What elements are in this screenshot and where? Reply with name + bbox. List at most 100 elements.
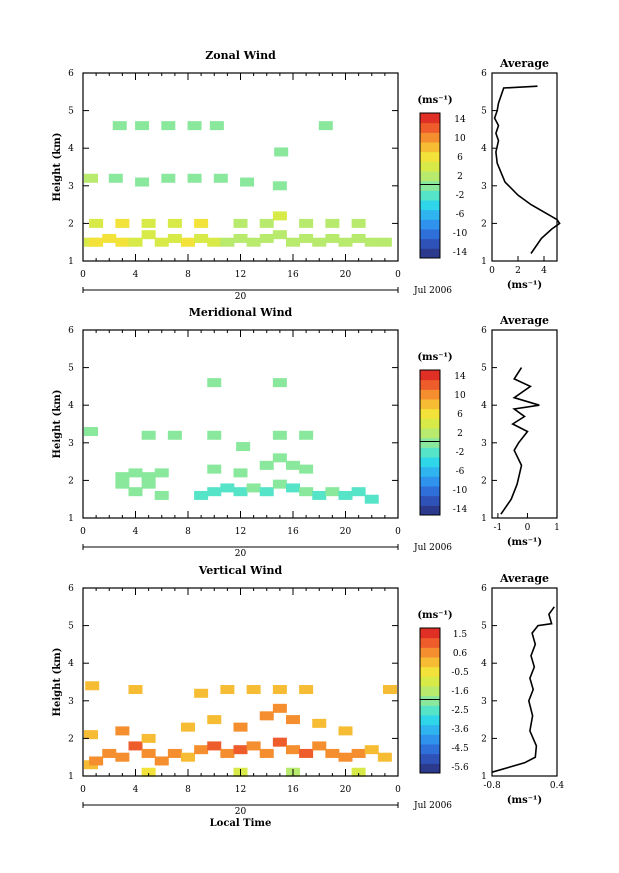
heatmap-cell	[194, 233, 209, 243]
y-tick-label: 5	[68, 107, 74, 117]
heatmap-cell	[259, 487, 274, 497]
colorbar-segment	[420, 161, 440, 172]
colorbar-tick-label: -2	[456, 191, 465, 201]
heatmap-cell	[312, 718, 327, 728]
colorbar-tick-label: 10	[454, 391, 466, 401]
heatmap-cell	[141, 767, 156, 777]
colorbar-tick-label: -6	[456, 467, 465, 477]
colorbar-tick-label: -10	[453, 229, 468, 239]
colorbar-segment	[420, 505, 440, 516]
heatmap-cell	[141, 230, 156, 240]
heatmap-cell	[364, 237, 379, 247]
profile-y-tick-label: 3	[481, 182, 487, 192]
y-tick-label: 3	[68, 697, 74, 707]
colorbar-tick-label: 14	[454, 115, 466, 125]
heatmap-cell	[325, 233, 340, 243]
colorbar-tick-label: -14	[453, 505, 468, 515]
heatmap-cell	[167, 430, 182, 440]
heatmap-cell	[286, 460, 300, 470]
heatmap-cell	[209, 121, 224, 131]
colorbar-segment	[420, 695, 440, 706]
month-label: Jul 2006	[413, 286, 452, 296]
colorbar-segment	[420, 666, 440, 677]
heatmap-cell	[312, 490, 327, 500]
heatmap-cell	[207, 237, 222, 247]
heatmap-cell	[351, 748, 366, 758]
y-tick-label: 3	[68, 182, 74, 192]
heatmap-cell	[194, 745, 209, 755]
profile-frame	[491, 72, 558, 262]
colorbar-tick-label: 1.5	[453, 630, 468, 640]
x-axis-label: Local Time	[210, 818, 272, 829]
heatmap-cell	[220, 483, 235, 493]
heatmap-cell	[272, 703, 287, 713]
heatmap-cell	[364, 494, 379, 504]
x-tick-label: 4	[133, 785, 139, 795]
colorbar-segment	[420, 190, 440, 201]
colorbar-segment	[420, 428, 440, 439]
colorbar-segment	[420, 647, 440, 658]
x-tick-label: 16	[287, 785, 299, 795]
heatmap-cell	[207, 430, 222, 440]
y-tick-label: 3	[68, 439, 74, 449]
profile-x-tick-label: 0	[525, 523, 531, 533]
x-tick-label: 0	[395, 785, 401, 795]
heatmap-cell	[383, 685, 397, 695]
colorbar-tick-label: -14	[453, 248, 468, 258]
x-tick-label: 0	[80, 270, 86, 280]
colorbar-segment	[420, 466, 440, 477]
y-tick-label: 2	[68, 219, 74, 229]
colorbar-segment	[420, 122, 440, 133]
heatmap-cell	[246, 483, 261, 493]
profile-line	[500, 367, 540, 515]
heatmap-cell	[259, 218, 274, 228]
profile-y-tick-label: 5	[481, 107, 487, 117]
x-tick-label: 0	[80, 785, 86, 795]
colorbar-unit: (ms⁻¹)	[417, 352, 452, 363]
heatmap-cell	[274, 147, 289, 157]
heatmap-cell	[207, 715, 222, 725]
heatmap-cell	[194, 490, 209, 500]
heatmap-cell	[167, 233, 182, 243]
x-tick-label: 16	[287, 527, 299, 537]
heatmap-cell	[220, 685, 235, 695]
heatmap-cell	[207, 487, 222, 497]
x-tick-label: 0	[395, 270, 401, 280]
colorbar-segment	[420, 686, 440, 697]
heatmap-cell	[338, 490, 353, 500]
x-tick-label: 8	[185, 785, 191, 795]
profile-y-tick-label: 2	[481, 476, 487, 486]
colorbar-tick-label: 10	[454, 134, 466, 144]
heatmap-cell	[236, 442, 251, 452]
y-tick-label: 6	[68, 584, 74, 594]
heatmap-cell	[141, 218, 156, 228]
x-tick-label: 0	[80, 527, 86, 537]
colorbar-tick-label: -10	[453, 486, 468, 496]
profile-y-tick-label: 3	[481, 439, 487, 449]
profile-y-tick-label: 5	[481, 622, 487, 632]
heatmap-cell	[272, 685, 287, 695]
colorbar-segment	[420, 200, 440, 211]
heatmap-cell	[207, 378, 222, 388]
heatmap-cell	[181, 752, 195, 762]
y-tick-label: 5	[68, 364, 74, 374]
heatmap-cell	[325, 218, 340, 228]
heatmap-cell	[299, 685, 314, 695]
colorbar-unit: (ms⁻¹)	[417, 95, 452, 106]
heatmap-cell	[115, 479, 130, 489]
colorbar-segment	[420, 724, 440, 735]
colorbar-segment	[420, 637, 440, 648]
heatmap-cell	[213, 173, 228, 183]
colorbar-segment	[420, 389, 440, 400]
profile-x-tick-label: -0.8	[483, 781, 501, 791]
x-tick-label: 12	[235, 270, 246, 280]
heatmap-cell	[272, 737, 287, 747]
heatmap-cell	[181, 237, 195, 247]
colorbar-segment	[420, 676, 440, 687]
heatmap-cell	[102, 748, 117, 758]
heatmap-cell	[351, 233, 366, 243]
heatmap-cell	[141, 733, 156, 743]
